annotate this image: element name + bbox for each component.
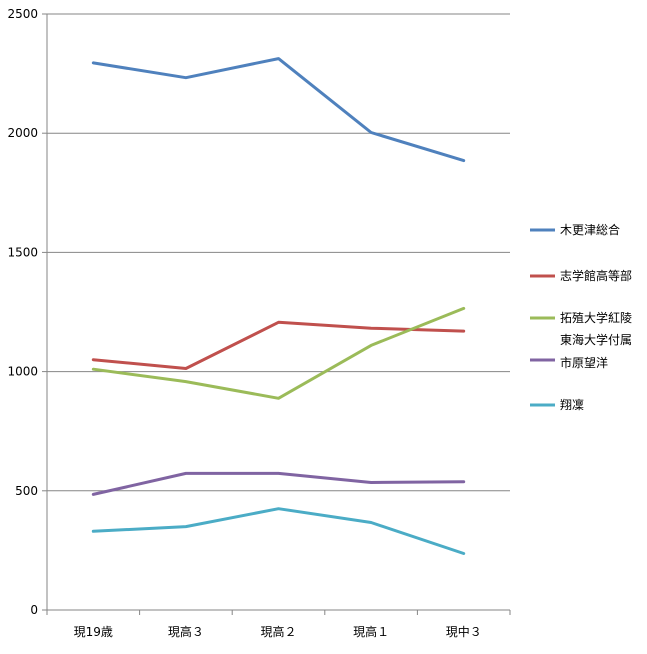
grid-lines	[47, 13, 510, 492]
y-tick-label: 500	[15, 484, 38, 498]
x-tick-label: 現高１	[353, 624, 389, 639]
x-tick-label: 現高２	[260, 624, 296, 639]
series-lines	[91, 57, 466, 555]
legend-label: 東海大学付属市原望洋	[560, 332, 632, 370]
axes	[42, 13, 511, 615]
y-tick-label: 1500	[7, 245, 38, 259]
y-tick-label: 2500	[7, 7, 38, 21]
x-tick-label: 現19歳	[74, 625, 113, 639]
y-tick-label: 0	[30, 603, 38, 617]
legend-label: 翔凜	[560, 397, 584, 412]
y-axis-ticks: 0 500 1000 1500 2000 2500	[7, 7, 38, 617]
y-tick-label: 1000	[7, 365, 38, 379]
x-tick-label: 現高３	[168, 624, 204, 639]
legend-label: 志学館高等部	[560, 268, 632, 283]
series-line	[91, 471, 466, 496]
y-tick-label: 2000	[7, 126, 38, 140]
series-line	[91, 507, 466, 555]
legend-label: 拓殖大学紅陵	[560, 310, 632, 325]
series-line	[91, 306, 466, 400]
series-line	[91, 320, 466, 370]
x-tick-label: 現中３	[446, 624, 482, 639]
x-axis-ticks: 現19歳 現高３ 現高２ 現高１ 現中３	[74, 624, 482, 639]
series-line	[91, 57, 466, 163]
legend-label: 木更津総合	[560, 222, 620, 237]
